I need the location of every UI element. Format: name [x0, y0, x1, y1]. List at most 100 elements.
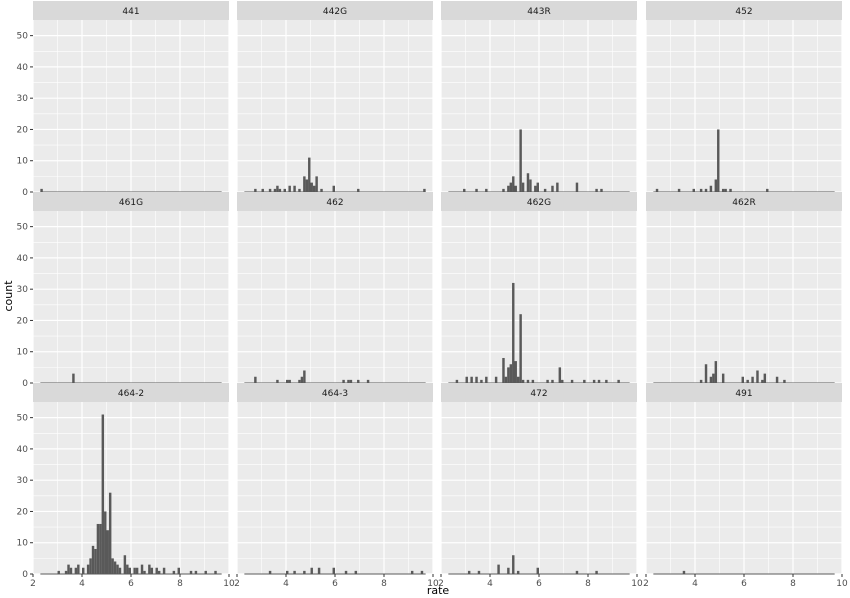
x-tick-label: 10 [427, 579, 439, 589]
histogram-bar [751, 376, 754, 383]
histogram-bar [354, 570, 358, 574]
facet-strip [33, 383, 229, 402]
histogram-bar [214, 570, 217, 574]
histogram-bar [617, 379, 620, 383]
histogram-bar [514, 185, 517, 192]
histogram-bar [101, 414, 105, 574]
histogram-bar [126, 564, 129, 574]
x-tick-label: 2 [438, 579, 444, 589]
y-tick-label: 10 [17, 539, 29, 549]
facet-strip [646, 1, 842, 20]
facet-panels: 441 442G 443R 452 461G 462 462G 462R 464-2 464-3 4… [32, 1, 843, 575]
histogram-bar [721, 188, 725, 192]
histogram-bar [485, 376, 488, 383]
facet-panel-462r: 462R [645, 192, 843, 384]
histogram-bar [534, 185, 537, 192]
histogram-bar [519, 129, 522, 192]
histogram-bar [157, 570, 161, 574]
histogram-bar [123, 555, 127, 574]
histogram-bar [286, 570, 289, 574]
histogram-bar [133, 567, 136, 574]
histogram-bar [497, 564, 500, 574]
histogram-bar [677, 188, 681, 192]
y-tick-label: 0 [22, 379, 28, 389]
x-tick-label: 8 [585, 579, 591, 589]
facet-strip [441, 192, 637, 211]
y-tick-label: 10 [17, 348, 29, 358]
histogram-bar [746, 379, 749, 383]
histogram-bar [276, 379, 279, 383]
facet-strip [237, 383, 433, 402]
histogram-bar [536, 567, 539, 574]
histogram-bar [293, 570, 296, 574]
histogram-bar [516, 570, 520, 574]
facet-strip [33, 192, 229, 211]
histogram-bar [357, 379, 360, 383]
histogram-bar [40, 188, 43, 192]
histogram-bar [116, 564, 119, 574]
histogram-bar [89, 558, 92, 574]
histogram-bar [261, 188, 264, 192]
histogram-bar [556, 182, 559, 192]
histogram-bar [69, 567, 73, 574]
y-tick-label: 20 [17, 125, 29, 135]
facet-panel-442g: 442G [236, 1, 434, 193]
histogram-bar [293, 185, 296, 192]
histogram-bar [64, 570, 68, 574]
histogram-bar [91, 545, 95, 574]
facet-strip-label: 464-3 [322, 389, 348, 399]
histogram-bar [551, 379, 554, 383]
histogram-bar [57, 570, 60, 574]
y-tick-label: 20 [17, 316, 29, 326]
histogram-bar [470, 376, 473, 383]
y-tick-label: 10 [17, 157, 29, 167]
histogram-bar [714, 361, 718, 383]
histogram-bar [704, 188, 708, 192]
y-tick-label: 0 [22, 570, 28, 580]
histogram-bar [140, 564, 144, 574]
histogram-bar [504, 376, 508, 383]
histogram-bar [315, 176, 318, 192]
histogram-bar [320, 188, 323, 192]
histogram-bar [655, 188, 659, 192]
facet-strip-label: 462 [326, 198, 343, 208]
histogram-bar [194, 570, 198, 574]
x-tick-label: 8 [790, 579, 796, 589]
histogram-bar [118, 567, 122, 574]
histogram-bar [507, 185, 510, 192]
histogram-bar [128, 567, 131, 574]
y-tick-label: 40 [17, 63, 29, 73]
facet-strip [237, 192, 433, 211]
y-tick-label: 30 [17, 94, 29, 104]
histogram-bar [709, 376, 713, 383]
histogram-bar [288, 185, 291, 192]
histogram-bar [67, 564, 70, 574]
histogram-bar [546, 379, 549, 383]
histogram-bar [143, 570, 146, 574]
histogram-bar [463, 188, 466, 192]
histogram-bar [303, 176, 306, 192]
y-tick-label: 20 [17, 507, 29, 517]
histogram-bar [605, 379, 608, 383]
histogram-bar [595, 570, 598, 574]
x-tick-label: 10 [836, 579, 848, 589]
histogram-bar [682, 570, 686, 574]
histogram-bar [135, 567, 139, 574]
histogram-bar [521, 182, 525, 192]
histogram-bar [74, 567, 78, 574]
facet-strip-label: 491 [735, 389, 752, 399]
y-axis-title: count [2, 280, 15, 312]
histogram-bar [99, 523, 102, 574]
histogram-bar [561, 379, 564, 383]
histogram-bar [106, 530, 109, 574]
histogram-bar [543, 188, 547, 192]
histogram-bar [766, 188, 769, 192]
histogram-bar [162, 567, 166, 574]
facet-strip-label: 462R [732, 198, 755, 208]
histogram-bar [741, 376, 744, 383]
facet-strip-label: 464-2 [118, 389, 144, 399]
histogram-bar [410, 570, 414, 574]
histogram-bar [512, 555, 515, 574]
